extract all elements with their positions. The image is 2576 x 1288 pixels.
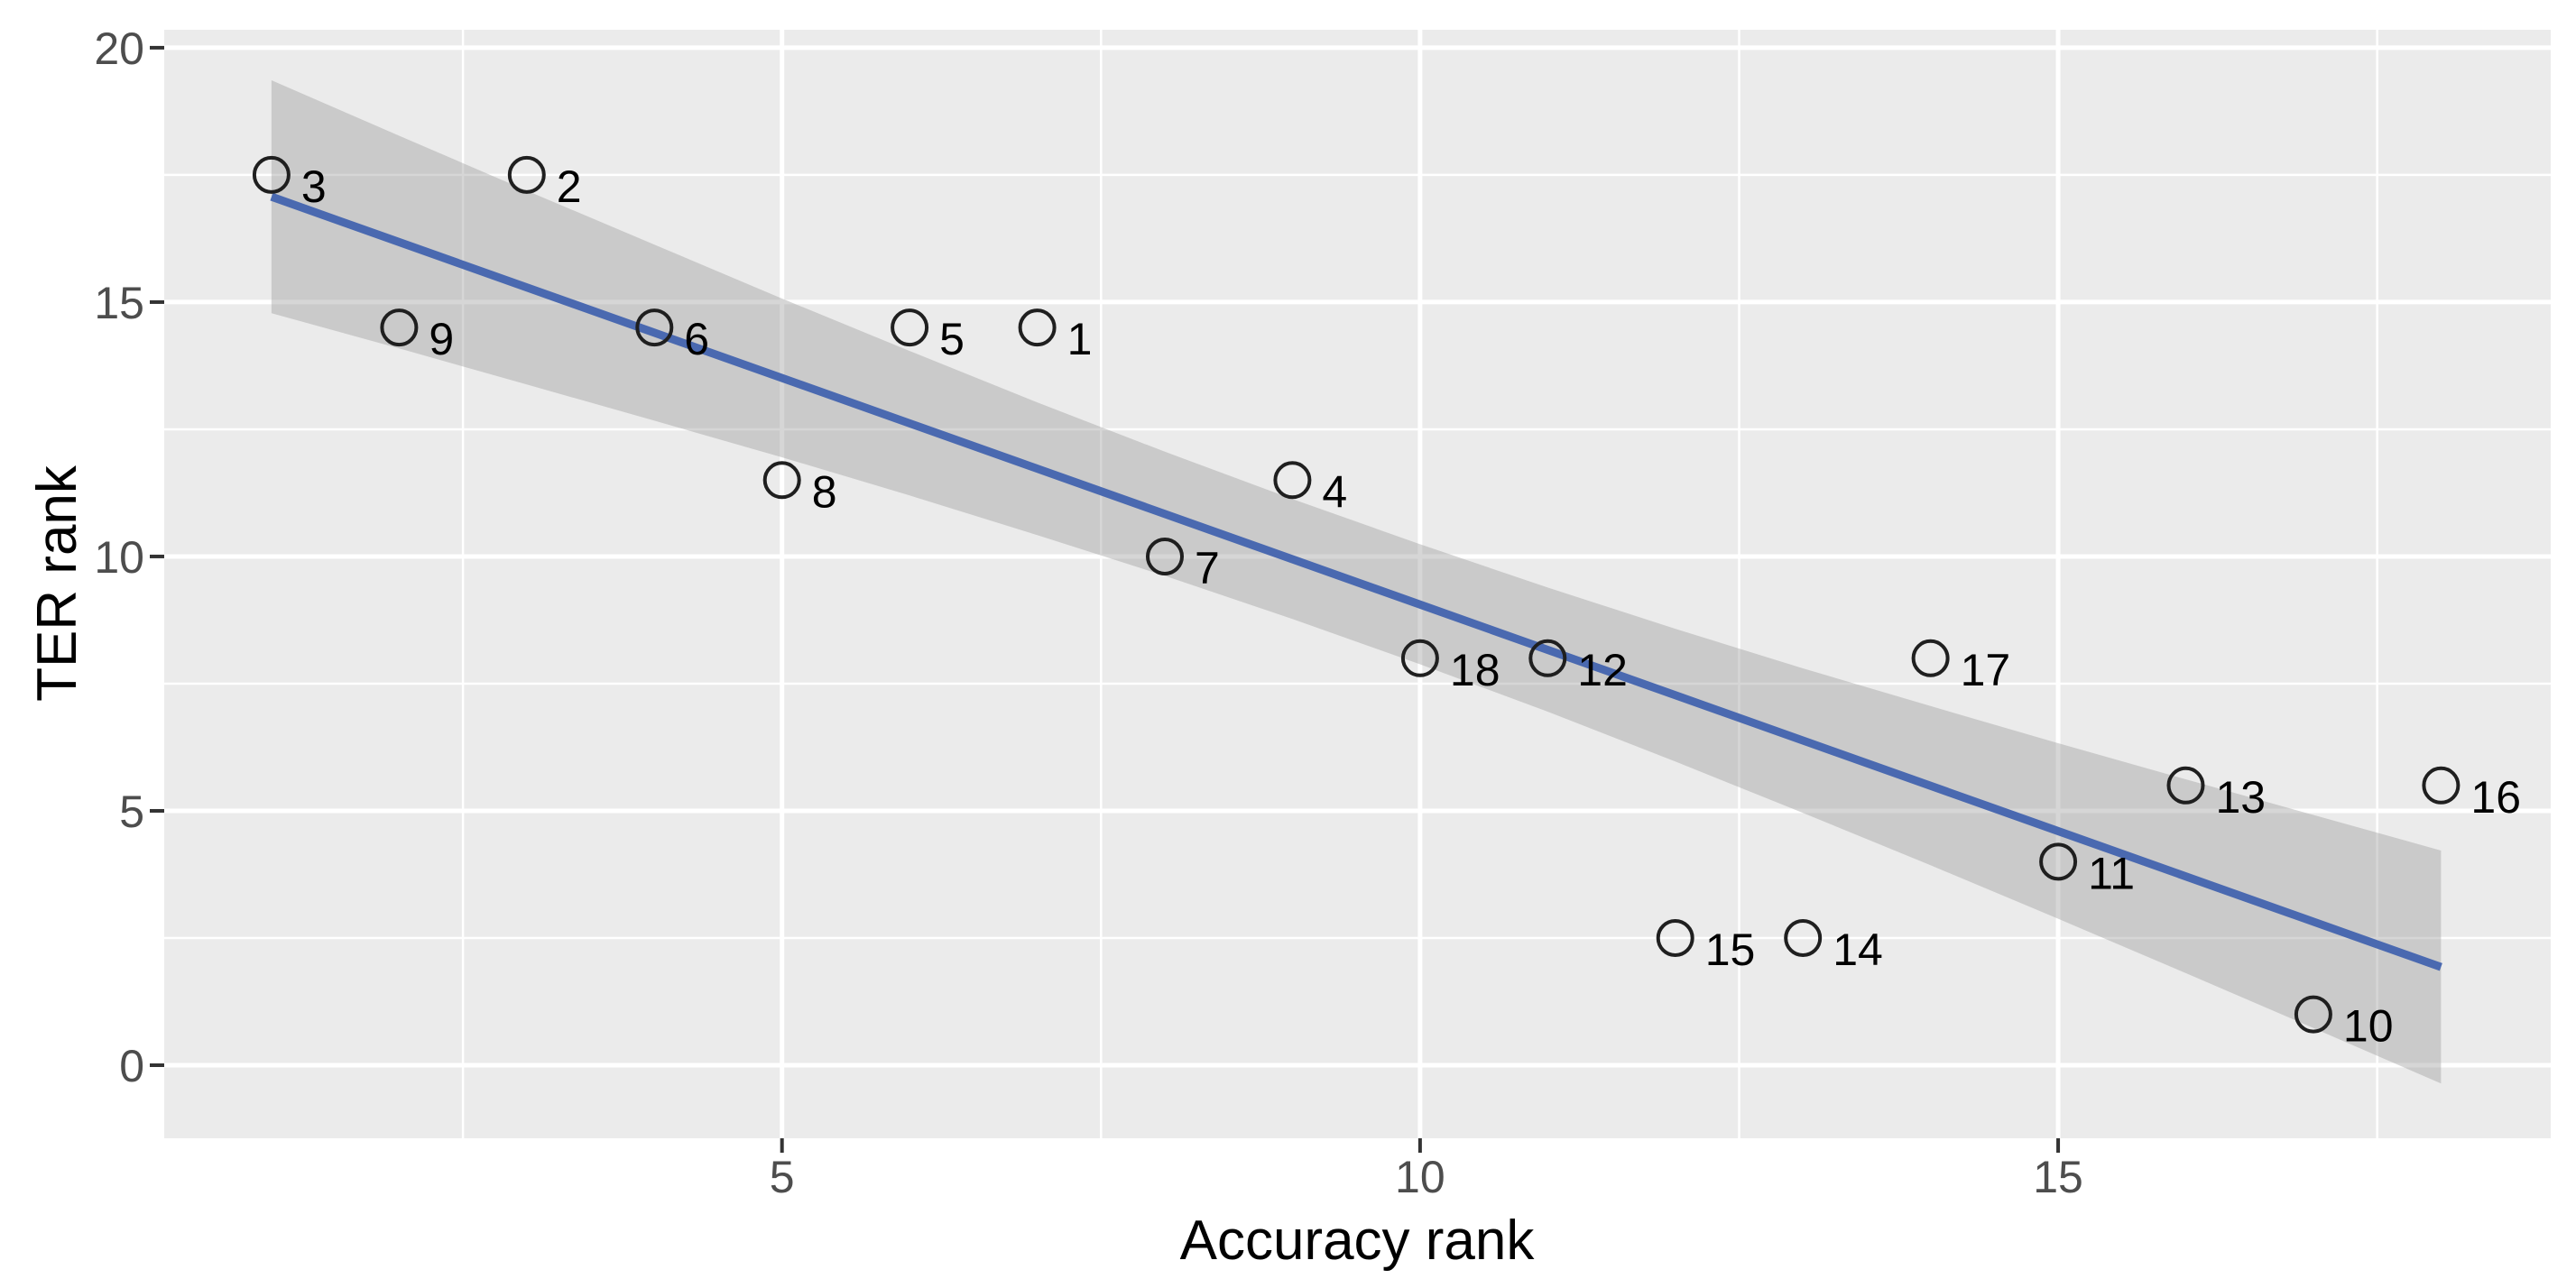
point-label-4: 4 bbox=[1322, 466, 1347, 517]
point-label-10: 10 bbox=[2343, 1001, 2394, 1052]
y-tick-label: 20 bbox=[94, 23, 144, 74]
y-axis-title: TER rank bbox=[26, 465, 88, 702]
data-point-18 bbox=[1400, 639, 1439, 677]
point-label-7: 7 bbox=[1195, 543, 1220, 593]
data-points bbox=[252, 155, 2461, 1034]
y-tick-label: 0 bbox=[119, 1041, 144, 1091]
point-label-11: 11 bbox=[2088, 848, 2135, 898]
point-label-13: 13 bbox=[2216, 772, 2267, 823]
x-tick-label: 10 bbox=[1395, 1152, 1445, 1202]
data-point-15 bbox=[1656, 919, 1694, 957]
point-label-8: 8 bbox=[812, 466, 837, 517]
minor-gridlines bbox=[164, 30, 2551, 1138]
data-point-2 bbox=[507, 155, 546, 194]
point-label-14: 14 bbox=[1833, 925, 1883, 975]
data-point-12 bbox=[1528, 639, 1567, 677]
data-point-6 bbox=[635, 308, 674, 347]
point-label-1: 1 bbox=[1067, 314, 1093, 364]
major-gridlines bbox=[164, 30, 2551, 1138]
data-point-11 bbox=[2039, 842, 2078, 881]
y-tick-label: 5 bbox=[119, 787, 144, 837]
data-point-14 bbox=[1784, 919, 1823, 957]
point-label-17: 17 bbox=[1961, 645, 2011, 695]
point-label-5: 5 bbox=[939, 314, 965, 364]
data-point-5 bbox=[891, 308, 929, 347]
y-axis-tick-labels: 0 5 10 15 20 bbox=[94, 23, 144, 1091]
point-label-2: 2 bbox=[557, 161, 582, 212]
data-point-10 bbox=[2294, 995, 2332, 1034]
regression-line bbox=[270, 192, 2442, 971]
y-tick-label: 15 bbox=[94, 278, 144, 328]
y-axis-ticks bbox=[150, 45, 164, 1068]
data-point-13 bbox=[2166, 766, 2205, 805]
x-tick-label: 15 bbox=[2033, 1152, 2083, 1202]
data-point-1 bbox=[1018, 308, 1057, 347]
x-axis-title: Accuracy rank bbox=[1180, 1210, 1536, 1272]
point-label-6: 6 bbox=[684, 314, 709, 364]
point-label-3: 3 bbox=[301, 161, 327, 212]
point-label-18: 18 bbox=[1450, 645, 1500, 695]
point-label-12: 12 bbox=[1577, 645, 1628, 695]
data-point-9 bbox=[380, 308, 419, 347]
data-point-7 bbox=[1146, 538, 1184, 575]
data-point-4 bbox=[1273, 461, 1312, 500]
x-axis-ticks bbox=[780, 1138, 2061, 1153]
x-axis-tick-labels: 5 10 15 bbox=[770, 1152, 2083, 1202]
data-point-17 bbox=[1911, 639, 1950, 677]
point-label-15: 15 bbox=[1705, 925, 1756, 975]
data-point-16 bbox=[2422, 766, 2461, 805]
data-point-8 bbox=[762, 461, 801, 500]
point-label-9: 9 bbox=[429, 314, 454, 364]
point-label-16: 16 bbox=[2470, 772, 2521, 823]
data-point-3 bbox=[252, 155, 291, 194]
x-tick-label: 5 bbox=[770, 1152, 795, 1202]
y-tick-label: 10 bbox=[94, 532, 144, 583]
